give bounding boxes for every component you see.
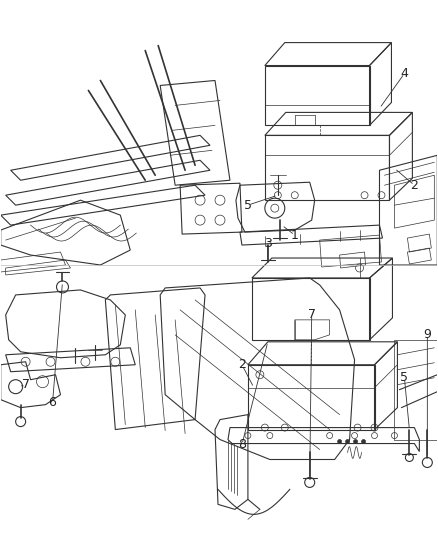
Text: 9: 9 bbox=[424, 328, 431, 341]
Text: 7: 7 bbox=[308, 309, 316, 321]
Circle shape bbox=[346, 440, 350, 443]
Text: 2: 2 bbox=[410, 179, 418, 192]
Text: 5: 5 bbox=[400, 371, 408, 384]
Circle shape bbox=[361, 440, 366, 443]
Text: 4: 4 bbox=[400, 67, 408, 80]
Text: 3: 3 bbox=[264, 237, 272, 249]
Circle shape bbox=[353, 440, 357, 443]
Text: 8: 8 bbox=[238, 438, 246, 451]
Text: 5: 5 bbox=[244, 199, 252, 212]
Text: 6: 6 bbox=[49, 396, 57, 409]
Circle shape bbox=[338, 440, 342, 443]
Text: 1: 1 bbox=[291, 229, 299, 241]
Text: 2: 2 bbox=[238, 358, 246, 372]
Text: 7: 7 bbox=[21, 378, 30, 391]
